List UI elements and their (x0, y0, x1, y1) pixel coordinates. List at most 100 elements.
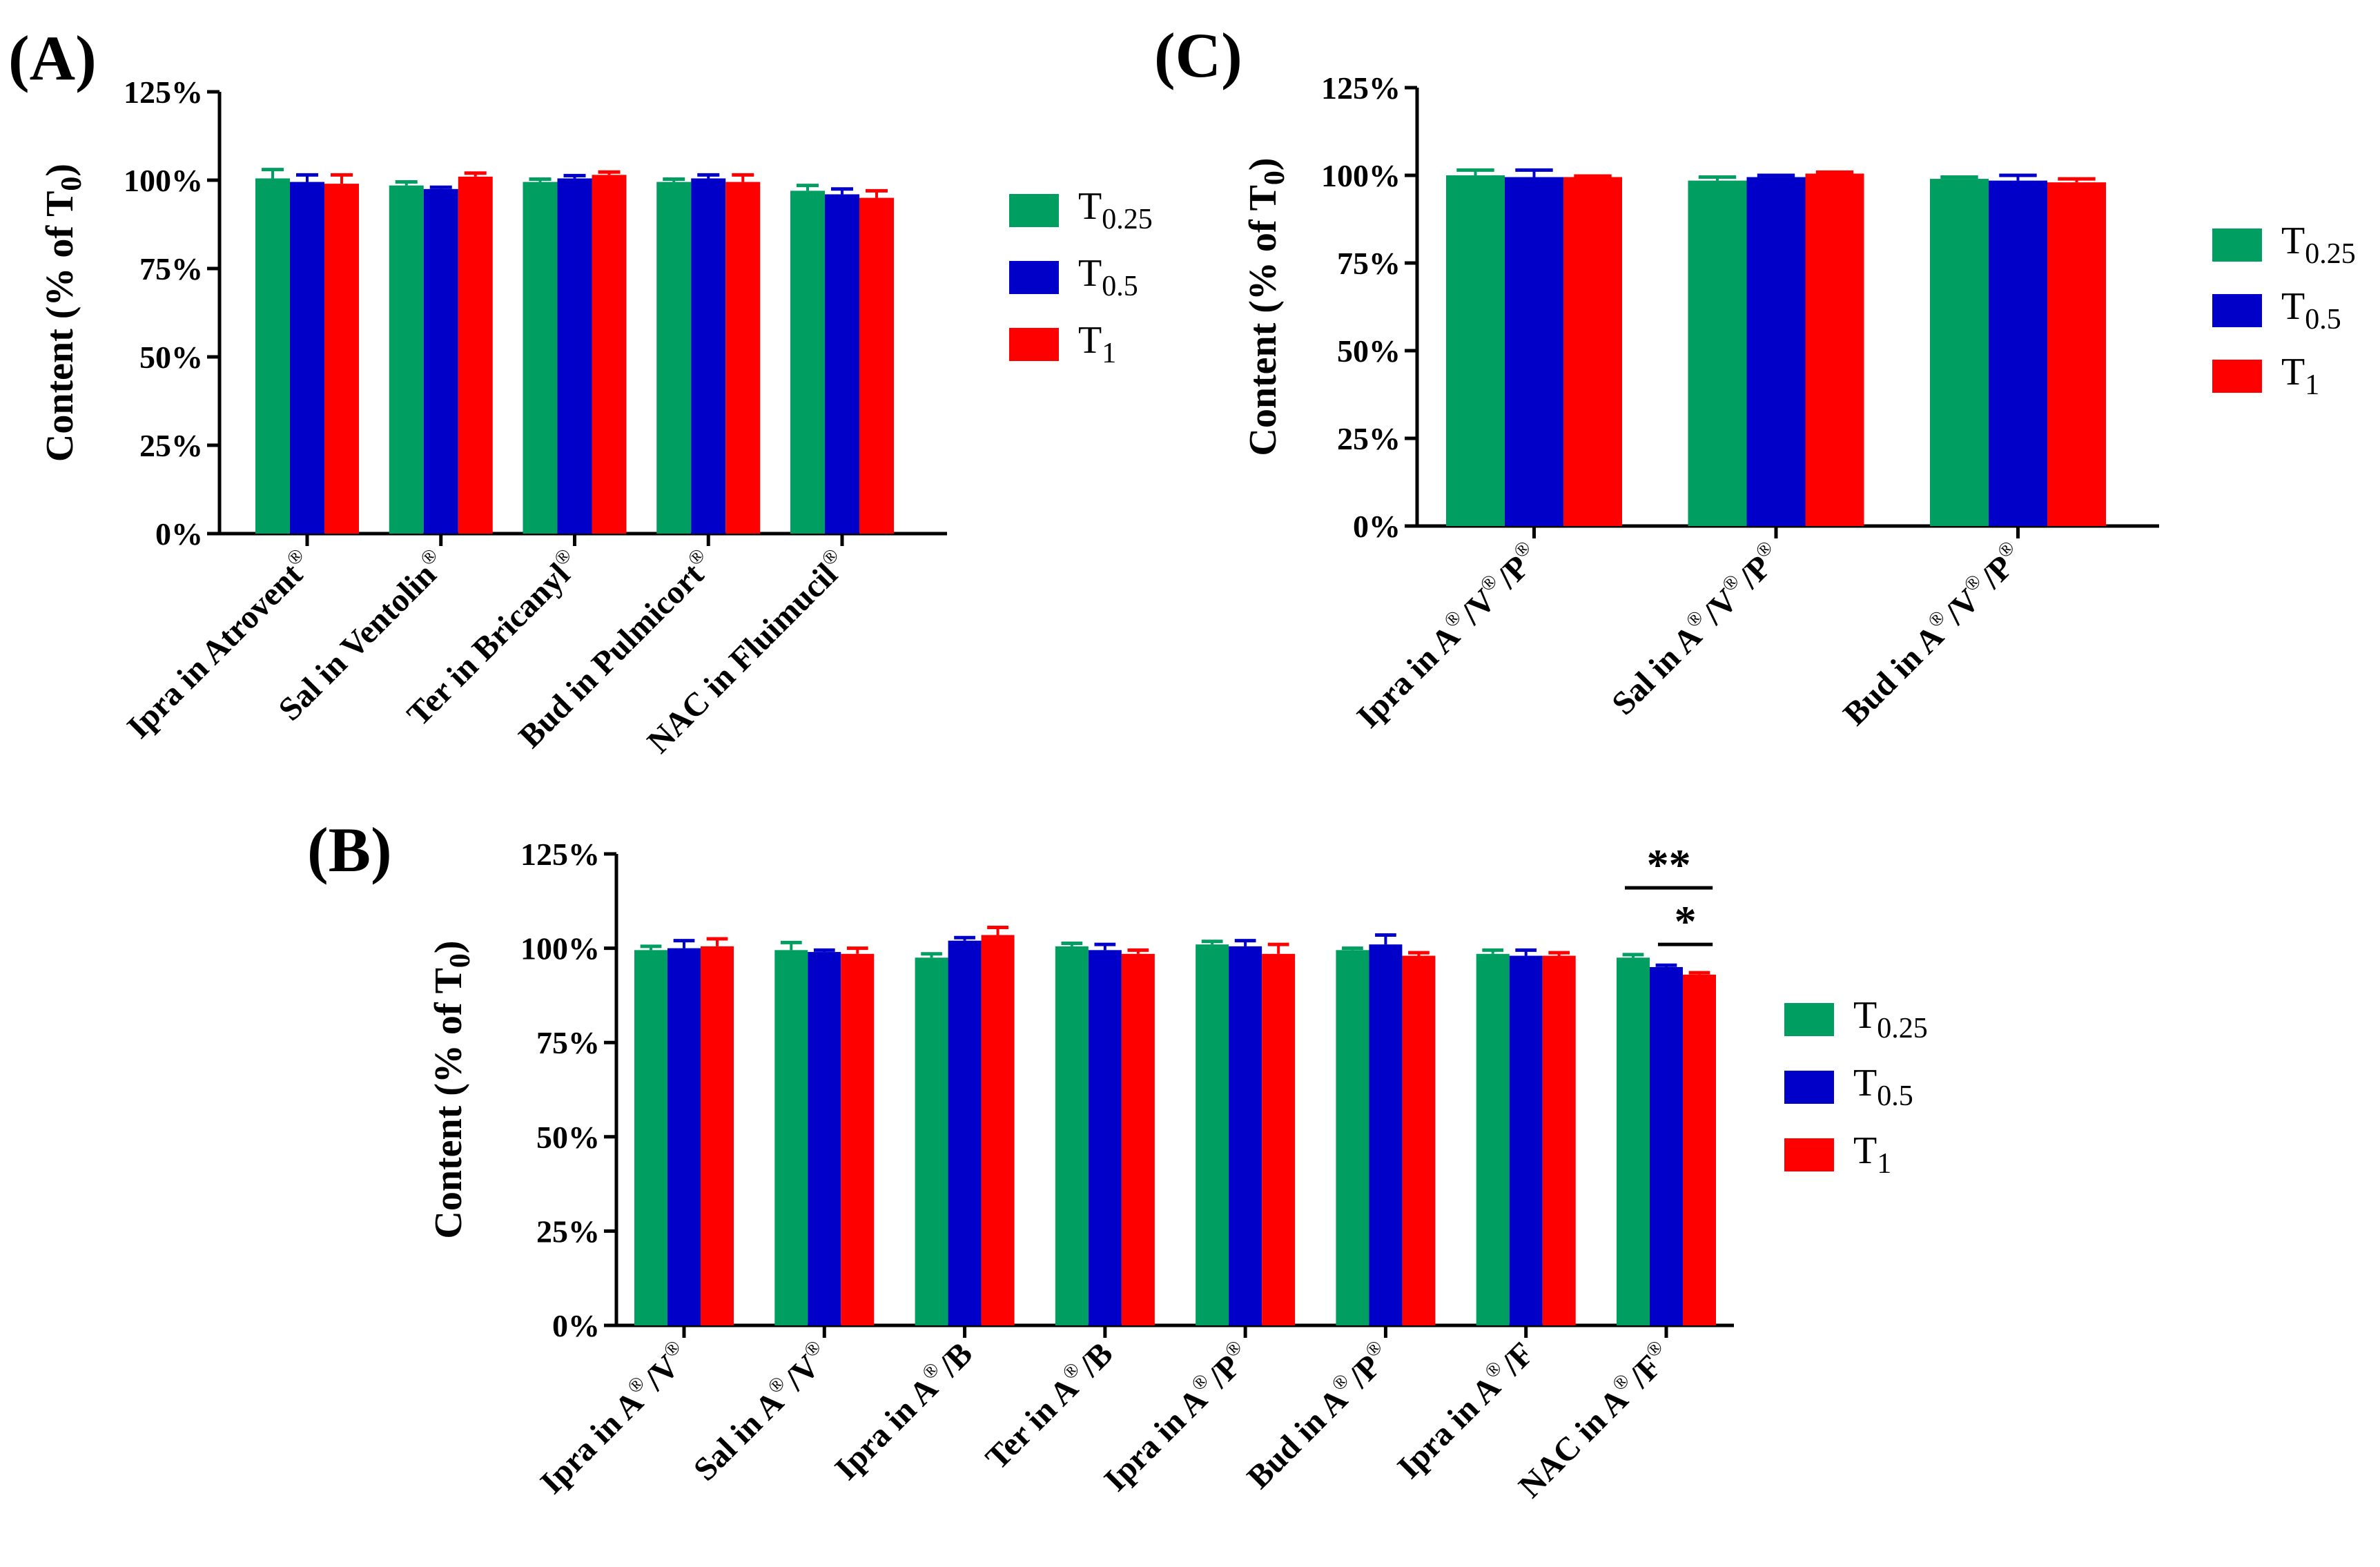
bar-ipra-in-a-f-t0-25 (1476, 953, 1510, 1325)
bar-sal-in-ventolin-t1 (458, 176, 493, 534)
y-tick-label: 75% (536, 1025, 600, 1060)
y-tick-label: 100% (520, 931, 600, 966)
bar-sal-in-ventolin-t0-25 (389, 185, 424, 534)
x-tick-label: Bud in A® /P® (1239, 1334, 1401, 1496)
bar-bud-in-a-p-t0-25 (1336, 950, 1369, 1325)
bar-ipra-in-atrovent-t0-25 (255, 178, 290, 534)
legend-swatch-t0-5 (1009, 261, 1059, 294)
bar-ipra-in-a-p-t1 (1262, 953, 1296, 1325)
bar-sal-in-a-v-t0-25 (774, 950, 808, 1325)
y-axis-label: Content (% of T0) (39, 164, 88, 462)
y-tick-label: 25% (1337, 421, 1401, 456)
bar-bud-in-a-p-t1 (1402, 955, 1436, 1325)
x-tick-label: Ipra in A® /V® /P® (1349, 534, 1550, 735)
bar-nac-in-a-f-t0-5 (1650, 966, 1683, 1325)
y-tick-label: 100% (1321, 158, 1401, 193)
significance-marker: ** (1647, 840, 1691, 889)
bar-ipra-in-a-b-t1 (981, 935, 1015, 1325)
legend-swatch-t0-5 (2212, 294, 2262, 327)
bar-sal-in-a-v-t1 (841, 953, 875, 1325)
bar-ter-in-a-b-t1 (1121, 953, 1155, 1325)
y-tick-label: 50% (139, 340, 203, 375)
bar-nac-in-fluimucil-t1 (859, 197, 894, 534)
bar-bud-in-a-v-p-t0-5 (1989, 180, 2047, 526)
bar-ter-in-a-b-t0-5 (1088, 950, 1122, 1325)
bar-sal-in-ventolin-t0-5 (423, 188, 458, 534)
panel-label: (B) (307, 815, 392, 885)
panel-b-chart: (B) Content (% of T0) 0% 25% 50% 75% 100% 125% I… (307, 815, 1928, 1505)
bar-ter-in-bricanyl-t0-5 (557, 178, 592, 534)
bar-ipra-in-a-f-t1 (1542, 955, 1576, 1325)
bar-sal-in-a-v-p-t1 (1805, 173, 1864, 526)
panel-c-chart: (C) Content (% of T0) 0% 25% 50% 75% 100% 125% I… (1154, 20, 2356, 735)
bar-ipra-in-a-b-t0-25 (915, 957, 948, 1325)
bar-ipra-in-a-v-p-t0-5 (1505, 177, 1563, 526)
legend-label-t0-25: T0.25 (1853, 994, 1928, 1044)
x-tick-label: Bud in A® /V® /P® (1835, 534, 2033, 732)
legend-label-t0-25: T0.25 (2281, 220, 2356, 270)
legend-label-t0-5: T0.5 (1853, 1062, 1913, 1112)
y-tick-label: 25% (139, 428, 203, 463)
legend-swatch-t0-25 (1009, 194, 1059, 227)
x-tick-label: Ter in A® /B (977, 1334, 1120, 1477)
bar-ipra-in-atrovent-t1 (324, 184, 359, 534)
bar-ipra-in-a-p-t0-5 (1229, 946, 1262, 1325)
panel-a-chart: (A)Content (% of T0)0%25%50%75%100%125%I… (8, 23, 1153, 760)
legend-swatch-t1 (1784, 1138, 1834, 1171)
bar-ipra-in-a-f-t0-5 (1509, 955, 1543, 1325)
y-tick-label: 0% (1353, 509, 1401, 544)
bar-ipra-in-a-v-p-t1 (1563, 177, 1622, 526)
bar-bud-in-a-v-p-t0-25 (1930, 179, 1989, 526)
y-tick-label: 0% (552, 1308, 600, 1343)
y-tick-label: 50% (1337, 333, 1401, 369)
bar-sal-in-a-v-t0-5 (808, 952, 841, 1325)
legend-label-t1: T1 (1853, 1129, 1891, 1180)
y-tick-label: 0% (155, 516, 203, 552)
bar-ipra-in-a-v-p-t0-25 (1446, 175, 1505, 526)
legend-swatch-t1 (1009, 328, 1059, 361)
y-tick-label: 125% (1321, 70, 1401, 106)
bar-sal-in-a-v-p-t0-25 (1688, 180, 1747, 526)
x-tick-label: Ipra in A® /B (826, 1334, 979, 1487)
bar-bud-in-pulmicort-t0-5 (691, 178, 726, 534)
legend-swatch-t0-5 (1784, 1071, 1834, 1104)
bar-bud-in-pulmicort-t0-25 (656, 182, 692, 534)
bar-ipra-in-a-v-t1 (701, 946, 734, 1325)
legend-label-t0-25: T0.25 (1078, 185, 1153, 235)
x-tick-label: Ipra in A® /F (1389, 1334, 1541, 1486)
panel-label: (A) (8, 23, 97, 93)
bar-bud-in-a-p-t0-5 (1369, 944, 1403, 1325)
bar-ter-in-a-b-t0-25 (1055, 946, 1089, 1325)
bar-nac-in-a-f-t0-25 (1617, 957, 1650, 1325)
bar-nac-in-a-f-t1 (1683, 974, 1716, 1325)
legend-label-t0-5: T0.5 (2281, 285, 2341, 335)
y-axis-label: Content (% of T0) (1242, 157, 1291, 456)
legend-label-t0-5: T0.5 (1078, 252, 1138, 302)
bar-bud-in-a-v-p-t1 (2047, 182, 2106, 526)
x-tick-label: Sal in A® /V® (685, 1334, 839, 1488)
x-tick-label: Ipra in A® /P® (1095, 1334, 1260, 1498)
bar-ter-in-bricanyl-t0-25 (523, 182, 558, 534)
bar-sal-in-a-v-p-t0-5 (1746, 177, 1806, 526)
y-tick-label: 25% (536, 1214, 600, 1249)
y-tick-label: 100% (124, 163, 203, 198)
legend-label-t1: T1 (1078, 319, 1116, 369)
bar-ipra-in-a-b-t0-5 (948, 940, 982, 1325)
legend-swatch-t0-25 (2212, 228, 2262, 262)
legend-swatch-t1 (2212, 360, 2262, 393)
bar-ipra-in-a-p-t0-25 (1196, 944, 1229, 1325)
y-axis-label: Content (% of T0) (427, 940, 476, 1238)
y-tick-label: 50% (536, 1120, 600, 1155)
bar-ipra-in-atrovent-t0-5 (290, 182, 324, 534)
legend-label-t1: T1 (2281, 351, 2319, 401)
bar-ter-in-bricanyl-t1 (592, 175, 627, 534)
y-tick-label: 75% (139, 251, 203, 286)
bar-nac-in-fluimucil-t0-5 (825, 194, 859, 534)
x-tick-label: Sal in A® /V® /P® (1603, 534, 1791, 722)
bar-ipra-in-a-v-t0-5 (667, 948, 701, 1325)
y-tick-label: 75% (1337, 246, 1401, 281)
bar-nac-in-fluimucil-t0-25 (790, 191, 825, 534)
legend-swatch-t0-25 (1784, 1003, 1834, 1036)
y-tick-label: 125% (520, 837, 600, 872)
